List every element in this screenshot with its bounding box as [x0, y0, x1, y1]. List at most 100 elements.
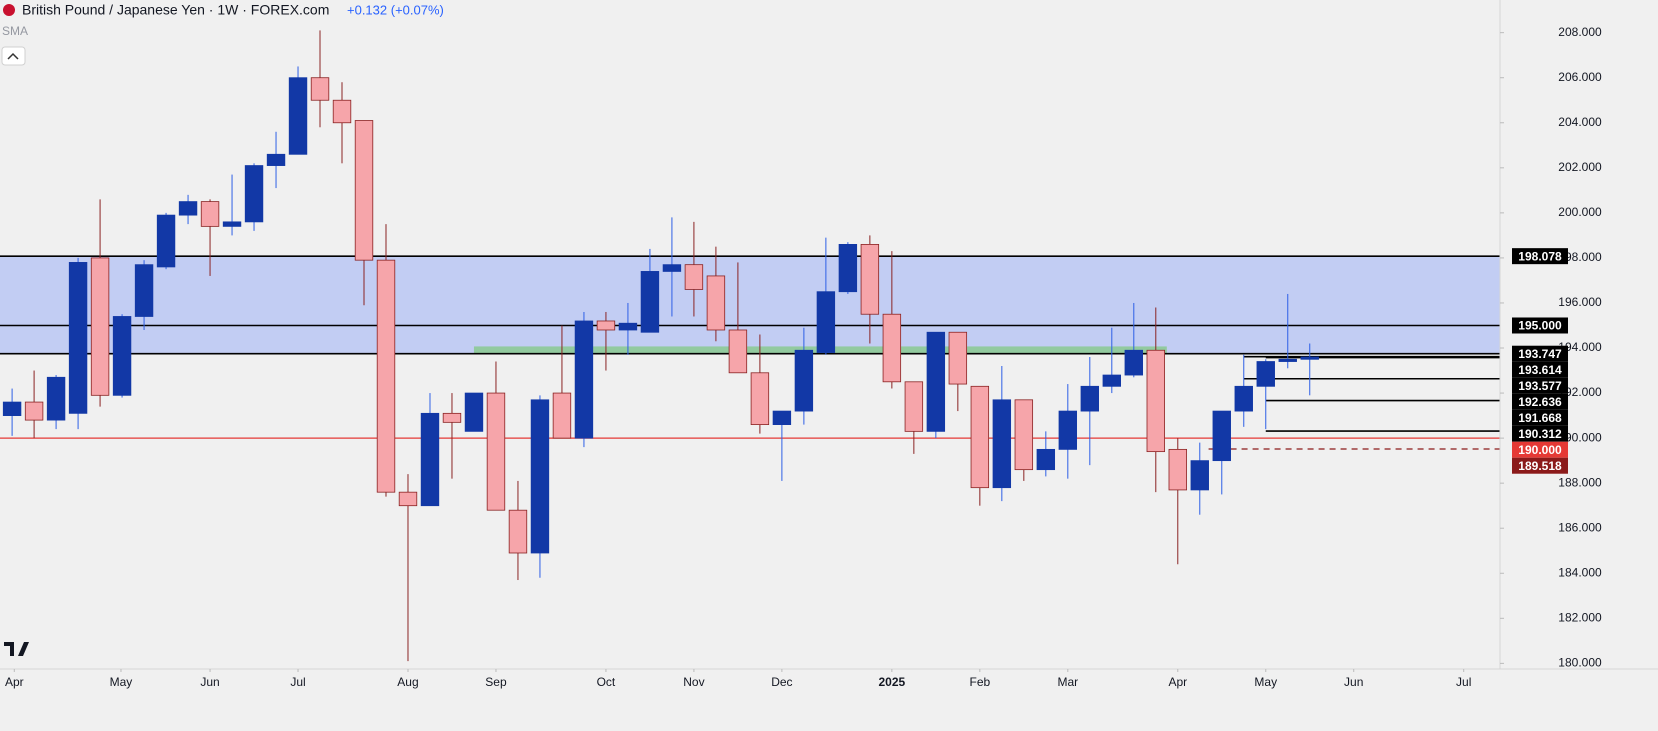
x-tick-label: Oct [597, 675, 616, 689]
candle-body [112, 316, 132, 396]
level-badge [1512, 409, 1568, 426]
candle-body [398, 491, 418, 507]
price-change[interactable]: +0.132 (+0.07%) [347, 2, 444, 17]
candle-body [1234, 385, 1253, 412]
candle-body [1256, 361, 1275, 387]
candle-body [24, 401, 44, 421]
candle-body [376, 259, 396, 493]
level-badge [1512, 457, 1568, 474]
x-tick-label: Sep [485, 675, 507, 689]
candle-body [1080, 385, 1100, 412]
y-tick-label: 196.000 [1558, 295, 1602, 309]
candle-body [882, 313, 902, 383]
candle-body [552, 392, 572, 439]
candle-body [1168, 448, 1187, 491]
zone [0, 256, 1500, 354]
candle-body [662, 264, 682, 272]
collapse-icon [7, 52, 19, 60]
candle-body [530, 399, 550, 554]
level-badge [1512, 248, 1568, 265]
level-label: 198.078 [1518, 249, 1562, 263]
level-label: 195.000 [1518, 319, 1562, 333]
level-badge [1512, 317, 1568, 334]
x-tick-label: 2025 [879, 675, 906, 689]
level-badge [1512, 393, 1568, 410]
level-label: 190.000 [1518, 443, 1562, 457]
level-badge [1512, 377, 1568, 394]
candle-body [684, 264, 704, 290]
candle-body [332, 99, 352, 124]
x-tick-label: Mar [1057, 675, 1078, 689]
candle-body [706, 275, 726, 331]
y-tick-label: 184.000 [1558, 565, 1602, 579]
y-tick-label: 182.000 [1558, 610, 1602, 624]
candle-body [134, 264, 154, 317]
x-tick-label: Jun [1344, 675, 1363, 689]
candle-body [794, 349, 814, 412]
level-badge [1512, 441, 1568, 458]
y-tick-label: 206.000 [1558, 70, 1602, 84]
candle-body [750, 372, 770, 426]
candle-body [1146, 349, 1165, 453]
candle-body [156, 214, 176, 268]
level-label: 191.668 [1518, 411, 1562, 425]
y-tick-label: 192.000 [1558, 385, 1602, 399]
y-tick-label: 204.000 [1558, 115, 1602, 129]
x-tick-label: Nov [683, 675, 704, 689]
candle-body [442, 412, 462, 423]
level-label: 193.614 [1518, 363, 1562, 377]
candle-body [90, 257, 110, 396]
candle-body [816, 291, 836, 353]
candle-body [1102, 374, 1122, 387]
candle-body [1190, 460, 1209, 491]
level-label: 189.518 [1518, 459, 1562, 473]
x-tick-label: Jul [290, 675, 305, 689]
x-tick-label: Apr [5, 675, 24, 689]
candle-body [860, 243, 880, 315]
candle-body [420, 412, 440, 507]
x-tick-label: Jun [200, 675, 219, 689]
y-tick-label: 188.000 [1558, 475, 1602, 489]
x-tick-label: Aug [397, 675, 418, 689]
candle-body [728, 329, 748, 374]
x-tick-label: Apr [1168, 675, 1187, 689]
candle-body [68, 262, 88, 414]
candle-body [1124, 349, 1143, 376]
candle-body [574, 320, 594, 439]
candle-body [596, 320, 616, 331]
candle-body [200, 201, 220, 227]
plot-area [0, 30, 1500, 662]
candle-body [486, 392, 506, 511]
symbol-icon [3, 4, 15, 16]
candle-body [288, 77, 308, 155]
candle-body [354, 120, 374, 261]
level-label: 192.636 [1518, 395, 1562, 409]
candle-body [992, 399, 1012, 489]
candle-body [1036, 448, 1056, 471]
y-tick-label: 194.000 [1558, 340, 1602, 354]
candle-body [970, 385, 990, 489]
candle-body [618, 322, 638, 331]
level-label: 193.747 [1518, 347, 1562, 361]
candle-body [1300, 356, 1319, 360]
y-tick-label: 190.000 [1558, 430, 1602, 444]
candle-body [640, 271, 660, 333]
candle-body [1014, 399, 1034, 471]
y-tick-label: 202.000 [1558, 160, 1602, 174]
y-tick-label: 198.000 [1558, 250, 1602, 264]
y-tick-label: 180.000 [1558, 656, 1602, 670]
level-label: 190.312 [1518, 427, 1562, 441]
candle-body [1212, 410, 1231, 462]
collapse-button[interactable] [1, 46, 26, 66]
candle-body [222, 221, 242, 227]
candle-body [772, 410, 792, 426]
candle-body [266, 153, 286, 166]
indicator-label[interactable]: SMA [2, 24, 28, 38]
y-tick-label: 208.000 [1558, 25, 1602, 39]
x-tick-label: May [110, 675, 133, 689]
level-badge [1512, 345, 1568, 362]
y-tick-label: 186.000 [1558, 520, 1602, 534]
candle-body [464, 392, 484, 432]
